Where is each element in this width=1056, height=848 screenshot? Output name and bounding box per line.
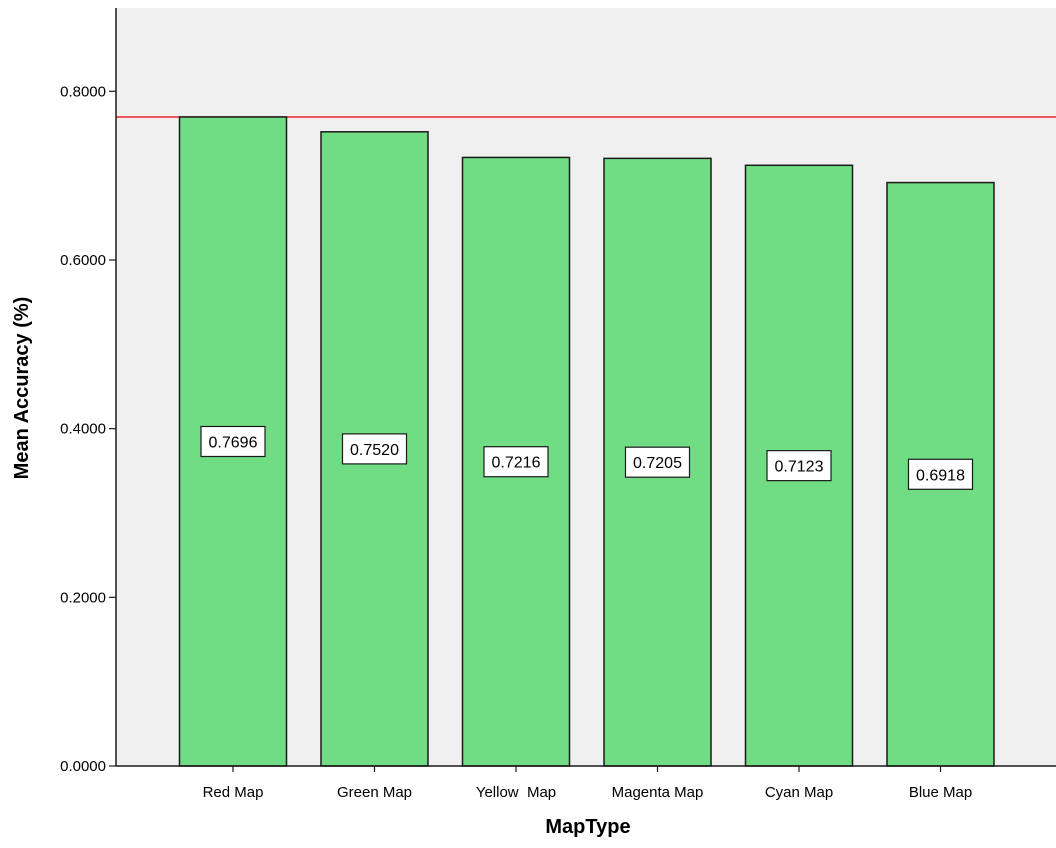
data-label: 0.7123 bbox=[775, 459, 824, 476]
data-label-box bbox=[907, 458, 974, 490]
data-label: 0.7696 bbox=[209, 434, 258, 451]
data-label-box bbox=[341, 433, 408, 465]
category-label: Red Map bbox=[203, 784, 264, 801]
data-label: 0.6918 bbox=[916, 467, 965, 484]
y-tick-label: 0.2000 bbox=[60, 589, 106, 606]
data-label: 0.7205 bbox=[633, 455, 682, 472]
data-label: 0.7216 bbox=[492, 455, 541, 472]
y-tick-label: 0.4000 bbox=[60, 421, 106, 438]
x-axis-title: MapType bbox=[545, 816, 630, 838]
data-label-box bbox=[200, 425, 266, 458]
category-label: Cyan Map bbox=[765, 784, 833, 801]
category-label: Magenta Map bbox=[612, 784, 704, 801]
category-label: Green Map bbox=[337, 784, 412, 801]
data-label-box bbox=[624, 446, 691, 478]
y-tick-label: 0.0000 bbox=[60, 758, 106, 775]
data-label-box bbox=[483, 446, 549, 478]
y-tick-label: 0.6000 bbox=[60, 252, 106, 269]
y-axis-title: Mean Accuracy (%) bbox=[11, 297, 33, 480]
data-label-box bbox=[766, 450, 832, 482]
category-label: Blue Map bbox=[909, 784, 972, 801]
data-label: 0.7520 bbox=[350, 442, 399, 459]
y-tick-label: 0.8000 bbox=[60, 83, 106, 100]
category-label: Yellow Map bbox=[476, 784, 556, 801]
